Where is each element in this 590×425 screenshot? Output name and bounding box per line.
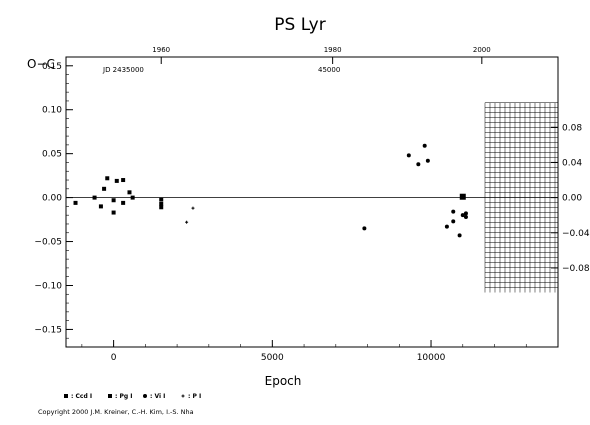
- data-point: [127, 190, 132, 195]
- data-point: [159, 197, 164, 202]
- data-point: [102, 186, 107, 191]
- data-point: [121, 178, 126, 183]
- right-tick-label: 0.04: [562, 158, 582, 168]
- data-point: [422, 143, 427, 148]
- data-point: [185, 220, 189, 224]
- data-point: [159, 201, 164, 206]
- data-point: [460, 213, 465, 218]
- data-point: [451, 219, 456, 224]
- legend-label: : Ccd I: [71, 393, 92, 400]
- right-tick-label: −0.08: [562, 264, 590, 274]
- data-point: [459, 193, 466, 200]
- right-tick-label: 0.00: [562, 194, 582, 204]
- copyright-text: Copyright 2000 J.M. Kreiner, C.-H. Kim, …: [38, 408, 194, 416]
- x-tick-label: 5000: [261, 353, 284, 363]
- data-point: [444, 224, 449, 229]
- data-point: [406, 153, 411, 158]
- data-point: [73, 200, 78, 205]
- y-tick-label: −0.15: [34, 325, 62, 335]
- data-point: [98, 204, 103, 209]
- data-point: [111, 198, 116, 203]
- year-tick-label: 1960: [152, 46, 170, 54]
- x-tick-label: 0: [111, 353, 117, 363]
- jd-mid-label: 45000: [318, 66, 340, 74]
- data-point: [111, 210, 116, 215]
- data-point: [105, 176, 110, 181]
- legend: : Ccd I : Pg I : Vi I : P I: [64, 393, 201, 400]
- y-tick-label: 0.05: [42, 150, 62, 160]
- x-axis-label: Epoch: [265, 374, 302, 388]
- y-axis-label: O−C: [27, 57, 55, 71]
- legend-marker: [108, 394, 112, 398]
- y-tick-label: 0.15: [42, 62, 62, 72]
- jd-label: JD 2435000: [102, 66, 144, 74]
- right-tick-label: −0.04: [562, 229, 590, 239]
- y-tick-label: 0.10: [42, 106, 62, 116]
- data-point: [457, 233, 462, 238]
- legend-marker: [64, 394, 68, 398]
- year-tick-label: 2000: [473, 46, 491, 54]
- chart-title: PS Lyr: [274, 15, 325, 35]
- year-tick-label: 1980: [324, 46, 342, 54]
- data-point: [121, 200, 126, 205]
- plot-frame: [65, 56, 559, 348]
- data-point: [159, 205, 164, 210]
- data-point: [114, 178, 119, 183]
- legend-label: : Pg I: [115, 393, 133, 400]
- data-point: [130, 195, 135, 200]
- data-point: [463, 211, 468, 216]
- axes: −0.15 −0.10 −0.05 0.00 0.05 0.10 0.15 0.08 0.04 0…: [34, 46, 589, 363]
- data-point: [362, 226, 367, 231]
- data-point: [425, 158, 430, 163]
- legend-label: : P I: [188, 393, 201, 400]
- legend-marker: [143, 394, 147, 398]
- y-tick-label: −0.05: [34, 238, 62, 248]
- data-point: [451, 209, 456, 214]
- legend-label: : Vi I: [150, 393, 165, 400]
- x-tick-label: 10000: [417, 353, 446, 363]
- data-point: [92, 195, 97, 200]
- right-tick-label: 0.08: [562, 123, 582, 133]
- data-points: [73, 143, 468, 238]
- data-point: [191, 206, 195, 210]
- y-tick-label: 0.00: [42, 194, 62, 204]
- data-point: [416, 162, 421, 167]
- data-point: [463, 214, 468, 219]
- y-tick-label: −0.10: [34, 281, 62, 291]
- legend-marker: [181, 394, 185, 398]
